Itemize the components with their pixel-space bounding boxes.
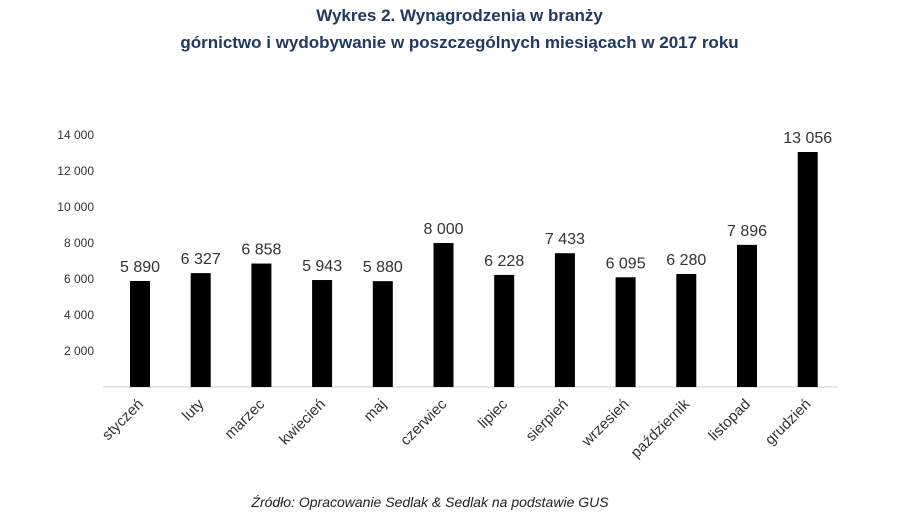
y-tick-label: 4 000 [64, 308, 94, 322]
bar-9 [615, 277, 636, 387]
bars-group [130, 151, 818, 387]
x-tick-label: sierpień [523, 396, 572, 445]
y-axis: 2 000 4 000 6 000 8 000 10 000 12 000 14 000 [57, 128, 94, 358]
bar-10 [676, 273, 697, 387]
bar-11 [737, 244, 757, 387]
data-labels-group: 5 890 6 327 6 858 5 943 5 880 8 000 6 228 7 433… [120, 130, 832, 276]
data-label: 6 228 [484, 253, 524, 270]
x-tick-label: maj [361, 396, 390, 425]
bar-8 [554, 253, 575, 387]
data-label: 5 890 [120, 259, 160, 276]
x-tick-label: luty [179, 395, 208, 424]
data-label: 7 433 [545, 231, 585, 248]
bar-2 [190, 273, 211, 387]
bar-5 [372, 281, 393, 387]
source-note: Źródło: Opracowanie Sedlak & Sedlak na p… [251, 494, 609, 510]
x-tick-label: lipiec [475, 395, 512, 432]
x-tick-label: październik [627, 395, 693, 461]
bar-4 [312, 280, 333, 387]
chart-title: Wykres 2. Wynagrodzenia w branży [316, 6, 603, 25]
y-tick-label: 12 000 [57, 164, 94, 178]
data-label: 13 056 [783, 130, 832, 147]
data-label: 7 896 [727, 223, 767, 240]
y-tick-label: 6 000 [64, 272, 94, 286]
bar-chart: 2 000 4 000 6 000 8 000 10 000 12 000 14 000 5… [57, 128, 838, 461]
bar-6 [433, 243, 454, 387]
y-tick-label: 2 000 [64, 344, 94, 358]
x-tick-label: grudzień [762, 396, 815, 449]
x-tick-label: czerwiec [397, 395, 451, 449]
chart-subtitle: górnictwo i wydobywanie w poszczególnych… [180, 33, 739, 52]
y-tick-label: 8 000 [64, 236, 94, 250]
y-tick-label: 14 000 [57, 128, 94, 142]
x-axis-labels: styczeń luty marzec kwiecień maj czerwiec lipi… [99, 395, 815, 461]
x-tick-label: marzec [221, 395, 268, 442]
y-tick-label: 10 000 [57, 200, 94, 214]
bar-1 [130, 280, 150, 387]
bar-3 [251, 263, 272, 387]
x-tick-label: styczeń [99, 396, 147, 444]
data-label: 6 858 [241, 242, 281, 259]
data-label: 5 880 [363, 259, 403, 276]
x-tick-label: listopad [705, 396, 754, 445]
data-label: 8 000 [423, 221, 463, 238]
data-label: 6 280 [666, 252, 706, 269]
data-label: 6 095 [606, 255, 646, 272]
data-label: 5 943 [302, 258, 342, 275]
data-label: 6 327 [181, 251, 221, 268]
bar-12 [797, 151, 818, 387]
x-tick-label: wrzesień [578, 396, 633, 451]
x-tick-label: kwiecień [276, 396, 329, 449]
bar-7 [494, 274, 515, 387]
